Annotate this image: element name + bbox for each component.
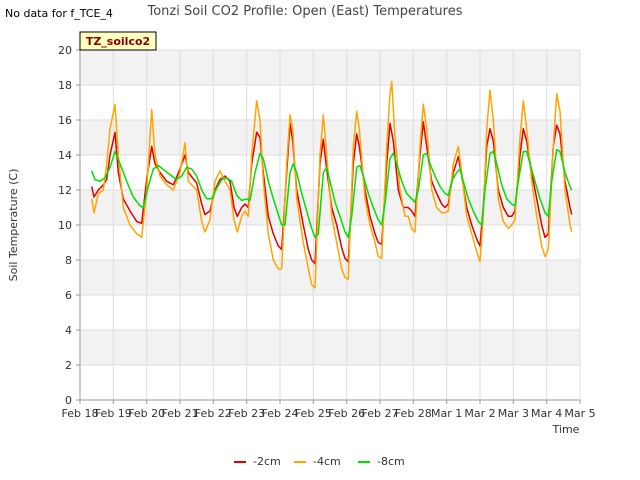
y-tick-label: 10 (58, 219, 72, 232)
series-lines (90, 80, 573, 289)
y-tick-label: 8 (65, 254, 72, 267)
x-tick-label: Feb 26 (328, 407, 365, 420)
x-tick-label: Feb 25 (295, 407, 332, 420)
y-axis-title: Soil Temperature (C) (7, 169, 20, 282)
plot-band (80, 330, 580, 365)
x-tick-label: Mar 1 (431, 407, 462, 420)
plot-band (80, 50, 580, 85)
y-tick-label: 20 (58, 44, 72, 57)
series-line-minus-4cm (90, 80, 573, 289)
y-tick-label: 2 (65, 359, 72, 372)
series-line-minus-8cm (90, 148, 573, 239)
y-tick-label: 14 (58, 149, 72, 162)
x-tick-label: Feb 28 (395, 407, 432, 420)
x-tick-label: Feb 18 (62, 407, 99, 420)
x-tick-label: Feb 21 (162, 407, 199, 420)
legend-label: -4cm (313, 455, 341, 468)
y-tick-label: 4 (65, 324, 72, 337)
plot-band (80, 260, 580, 295)
x-tick-label: Feb 19 (95, 407, 132, 420)
legend: -2cm -4cm -8cm (234, 455, 405, 468)
x-tick-label: Mar 4 (531, 407, 562, 420)
chart-title: Tonzi Soil CO2 Profile: Open (East) Temp… (146, 4, 462, 19)
y-tick-label: 0 (65, 394, 72, 407)
y-tick-label: 16 (58, 114, 72, 127)
x-tick-label: Feb 24 (262, 407, 299, 420)
no-data-note: No data for f_TCE_4 (5, 7, 113, 20)
x-tick-label: Feb 23 (228, 407, 265, 420)
x-tick-label: Mar 2 (464, 407, 495, 420)
badge-box (79, 31, 157, 51)
badge-label: TZ_soilco2 (86, 35, 150, 48)
x-tick-label: Feb 22 (195, 407, 232, 420)
x-tick-label: Mar 5 (564, 407, 595, 420)
x-tick-label: Feb 20 (128, 407, 165, 420)
badge: TZ_soilco2 (79, 31, 157, 51)
y-tick-label: 18 (58, 79, 72, 92)
x-tick-label: Mar 3 (498, 407, 529, 420)
legend-label: -8cm (377, 455, 405, 468)
x-tick-label: Feb 27 (362, 407, 399, 420)
legend-label: -2cm (253, 455, 281, 468)
x-axis-title: Time (552, 423, 580, 436)
y-tick-label: 12 (58, 184, 72, 197)
y-tick-label: 6 (65, 289, 72, 302)
plot-band (80, 120, 580, 155)
